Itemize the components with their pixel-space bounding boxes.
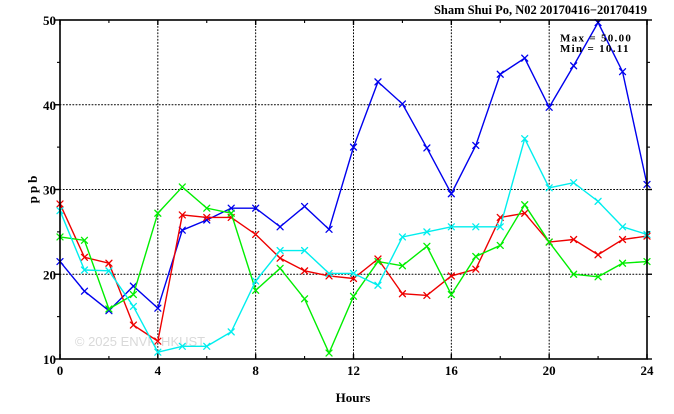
svg-text:10: 10 — [43, 352, 56, 367]
svg-text:Min = 10.11: Min = 10.11 — [560, 43, 630, 55]
svg-text:16: 16 — [445, 363, 459, 378]
svg-text:30: 30 — [43, 183, 56, 198]
svg-text:20: 20 — [543, 363, 556, 378]
svg-text:Hours: Hours — [336, 390, 371, 405]
svg-text:8: 8 — [252, 363, 259, 378]
svg-text:40: 40 — [43, 98, 56, 113]
svg-text:Sham Shui Po, N02 20170416−201: Sham Shui Po, N02 20170416−20170419 — [434, 3, 647, 17]
svg-text:24: 24 — [641, 363, 655, 378]
svg-text:ppb: ppb — [25, 173, 40, 204]
svg-text:0: 0 — [57, 363, 64, 378]
svg-text:50: 50 — [43, 13, 56, 28]
svg-text:12: 12 — [347, 363, 360, 378]
svg-text:4: 4 — [155, 363, 162, 378]
svg-text:20: 20 — [43, 267, 56, 282]
